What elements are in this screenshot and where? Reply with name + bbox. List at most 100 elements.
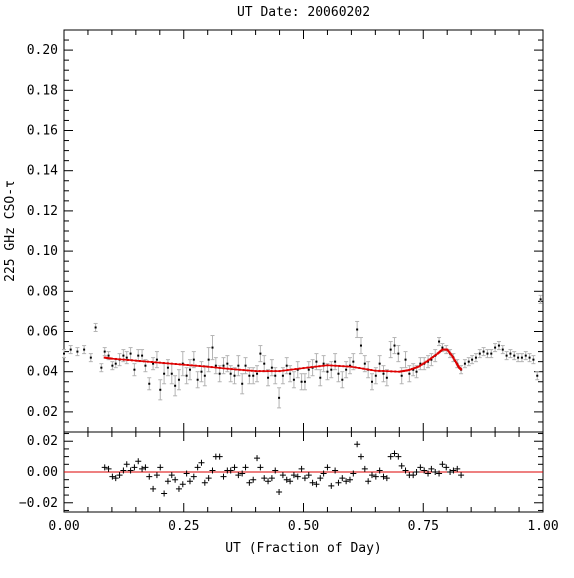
data-point: [166, 366, 169, 369]
data-point: [517, 356, 520, 359]
fit-curve-marker: [399, 370, 402, 373]
data-point: [252, 374, 255, 377]
fit-curve-marker: [358, 367, 361, 370]
top-y-tick-label: 0.12: [27, 204, 58, 219]
residual-point: [168, 472, 175, 479]
data-point: [356, 328, 359, 331]
residual-point: [339, 475, 346, 482]
top-y-tick-label: 0.18: [27, 83, 58, 98]
fit-curve-marker: [186, 364, 189, 366]
residual-point: [372, 473, 379, 480]
data-point: [303, 380, 306, 383]
data-point: [404, 358, 407, 361]
fit-curve-marker: [314, 365, 317, 368]
fit-curve-marker: [409, 368, 412, 371]
data-point: [520, 356, 523, 359]
data-point: [467, 360, 470, 363]
residual-point: [242, 464, 249, 471]
fit-curve-marker: [134, 359, 137, 362]
data-point: [419, 362, 422, 365]
fit-curve-marker: [326, 364, 329, 367]
data-point: [69, 348, 72, 351]
fit-curve-marker: [170, 362, 173, 365]
fit-curve-marker: [106, 356, 109, 359]
fit-curve-marker: [108, 357, 111, 360]
data-point: [408, 372, 411, 375]
fit-curve-marker: [401, 370, 404, 373]
fit-curve-marker: [110, 357, 113, 360]
data-point: [89, 356, 92, 359]
data-point: [129, 352, 132, 355]
data-point: [334, 360, 337, 363]
fit-curve-marker: [330, 364, 333, 367]
fit-curve-marker: [460, 368, 463, 371]
residual-point: [209, 467, 216, 474]
fit-curve-marker: [412, 367, 415, 370]
fit-curve-marker: [174, 362, 177, 365]
data-point: [278, 396, 281, 399]
fit-curve-marker: [398, 370, 401, 373]
residual-point: [175, 485, 182, 492]
data-point: [337, 372, 340, 375]
data-point: [292, 378, 295, 381]
residual-point: [324, 464, 331, 471]
fit-curve-marker: [282, 369, 285, 372]
top-y-tick-label: 0.02: [27, 405, 58, 420]
data-point: [267, 376, 270, 379]
data-point: [177, 378, 180, 381]
residual-point: [398, 462, 405, 469]
x-axis-label: UT (Fraction of Day): [225, 541, 382, 556]
x-tick-label: 1.00: [527, 519, 558, 534]
data-point: [536, 374, 539, 377]
residual-point: [283, 476, 290, 483]
fit-curve-marker: [338, 364, 341, 367]
fit-curve-marker: [150, 360, 153, 363]
data-point: [233, 374, 236, 377]
residual-point: [425, 470, 432, 477]
data-point: [427, 360, 430, 363]
data-point: [188, 368, 191, 371]
residual-point: [309, 479, 316, 486]
residual-point: [112, 475, 119, 482]
data-point: [229, 372, 232, 375]
data-point: [441, 346, 444, 349]
fit-curve-marker: [394, 370, 397, 373]
fit-curve-marker: [366, 368, 369, 371]
data-point: [218, 372, 221, 375]
data-point: [315, 360, 318, 363]
residual-point: [443, 464, 450, 471]
fit-curve-marker: [290, 368, 293, 371]
fit-curve-marker: [266, 370, 269, 373]
data-point: [501, 348, 504, 351]
data-point: [378, 362, 381, 365]
fit-curve-marker: [362, 367, 365, 370]
fit-curve-marker: [404, 369, 407, 372]
residual-point: [127, 467, 134, 474]
data-point: [341, 378, 344, 381]
data-point: [263, 362, 266, 365]
data-point: [497, 344, 500, 347]
data-point: [322, 362, 325, 365]
data-point: [478, 352, 481, 355]
fit-curve-marker: [420, 363, 423, 366]
top-y-tick-label: 0.06: [27, 325, 58, 340]
fit-curve-marker: [194, 364, 197, 367]
residual-point: [343, 478, 350, 485]
data-point: [296, 368, 299, 371]
residual-point: [161, 490, 168, 497]
residual-point: [365, 478, 372, 485]
residual-point: [436, 470, 443, 477]
residual-point: [301, 475, 308, 482]
fit-curve-marker: [370, 369, 373, 372]
residual-point: [198, 459, 205, 466]
data-point: [214, 364, 217, 367]
data-point: [270, 366, 273, 369]
fit-curve-marker: [454, 359, 457, 362]
data-point: [524, 354, 527, 357]
data-point: [285, 364, 288, 367]
fit-curve-marker: [310, 366, 313, 369]
fit-curve-marker: [423, 361, 426, 364]
residual-point: [164, 478, 171, 485]
